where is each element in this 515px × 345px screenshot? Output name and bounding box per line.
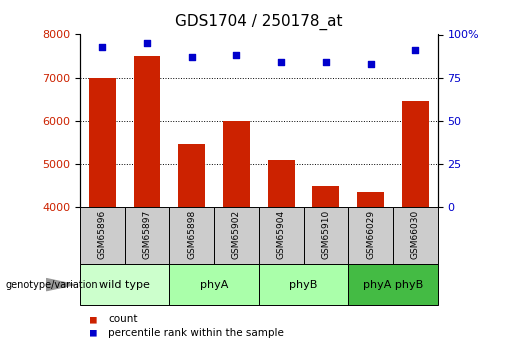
Bar bbox=[402, 101, 429, 345]
Text: genotype/variation: genotype/variation bbox=[5, 280, 98, 289]
Text: GSM65897: GSM65897 bbox=[143, 210, 151, 259]
Text: phyB: phyB bbox=[289, 280, 318, 289]
Text: percentile rank within the sample: percentile rank within the sample bbox=[108, 328, 284, 338]
Bar bbox=[313, 186, 339, 345]
Text: GSM65904: GSM65904 bbox=[277, 210, 286, 259]
Point bbox=[367, 61, 375, 67]
Text: count: count bbox=[108, 314, 138, 324]
Point bbox=[187, 54, 196, 60]
Bar bbox=[259, 207, 303, 264]
Bar bbox=[89, 78, 115, 345]
Polygon shape bbox=[46, 279, 75, 290]
Bar bbox=[259, 264, 348, 305]
Bar bbox=[223, 121, 250, 345]
Point bbox=[143, 40, 151, 46]
Bar bbox=[348, 264, 438, 305]
Point bbox=[232, 52, 241, 58]
Bar bbox=[303, 207, 348, 264]
Text: GSM65902: GSM65902 bbox=[232, 210, 241, 259]
Bar bbox=[357, 192, 384, 345]
Text: GSM66029: GSM66029 bbox=[366, 210, 375, 259]
Text: ■: ■ bbox=[90, 328, 97, 338]
Point bbox=[411, 47, 420, 53]
Text: ■: ■ bbox=[90, 314, 97, 324]
Point bbox=[322, 59, 330, 65]
Bar bbox=[80, 264, 169, 305]
Point bbox=[277, 59, 285, 65]
Bar bbox=[169, 207, 214, 264]
Text: GSM65898: GSM65898 bbox=[187, 210, 196, 259]
Text: phyA: phyA bbox=[200, 280, 228, 289]
Bar bbox=[214, 207, 259, 264]
Bar bbox=[169, 264, 259, 305]
Text: wild type: wild type bbox=[99, 280, 150, 289]
Bar bbox=[393, 207, 438, 264]
Text: GSM65896: GSM65896 bbox=[98, 210, 107, 259]
Bar bbox=[348, 207, 393, 264]
Bar bbox=[178, 145, 205, 345]
Point bbox=[98, 44, 106, 49]
Text: phyA phyB: phyA phyB bbox=[363, 280, 423, 289]
Bar bbox=[268, 159, 295, 345]
Text: GSM66030: GSM66030 bbox=[411, 210, 420, 259]
Bar bbox=[80, 207, 125, 264]
Text: GDS1704 / 250178_at: GDS1704 / 250178_at bbox=[175, 14, 342, 30]
Bar bbox=[125, 207, 169, 264]
Text: GSM65910: GSM65910 bbox=[321, 210, 331, 259]
Bar bbox=[133, 56, 160, 345]
